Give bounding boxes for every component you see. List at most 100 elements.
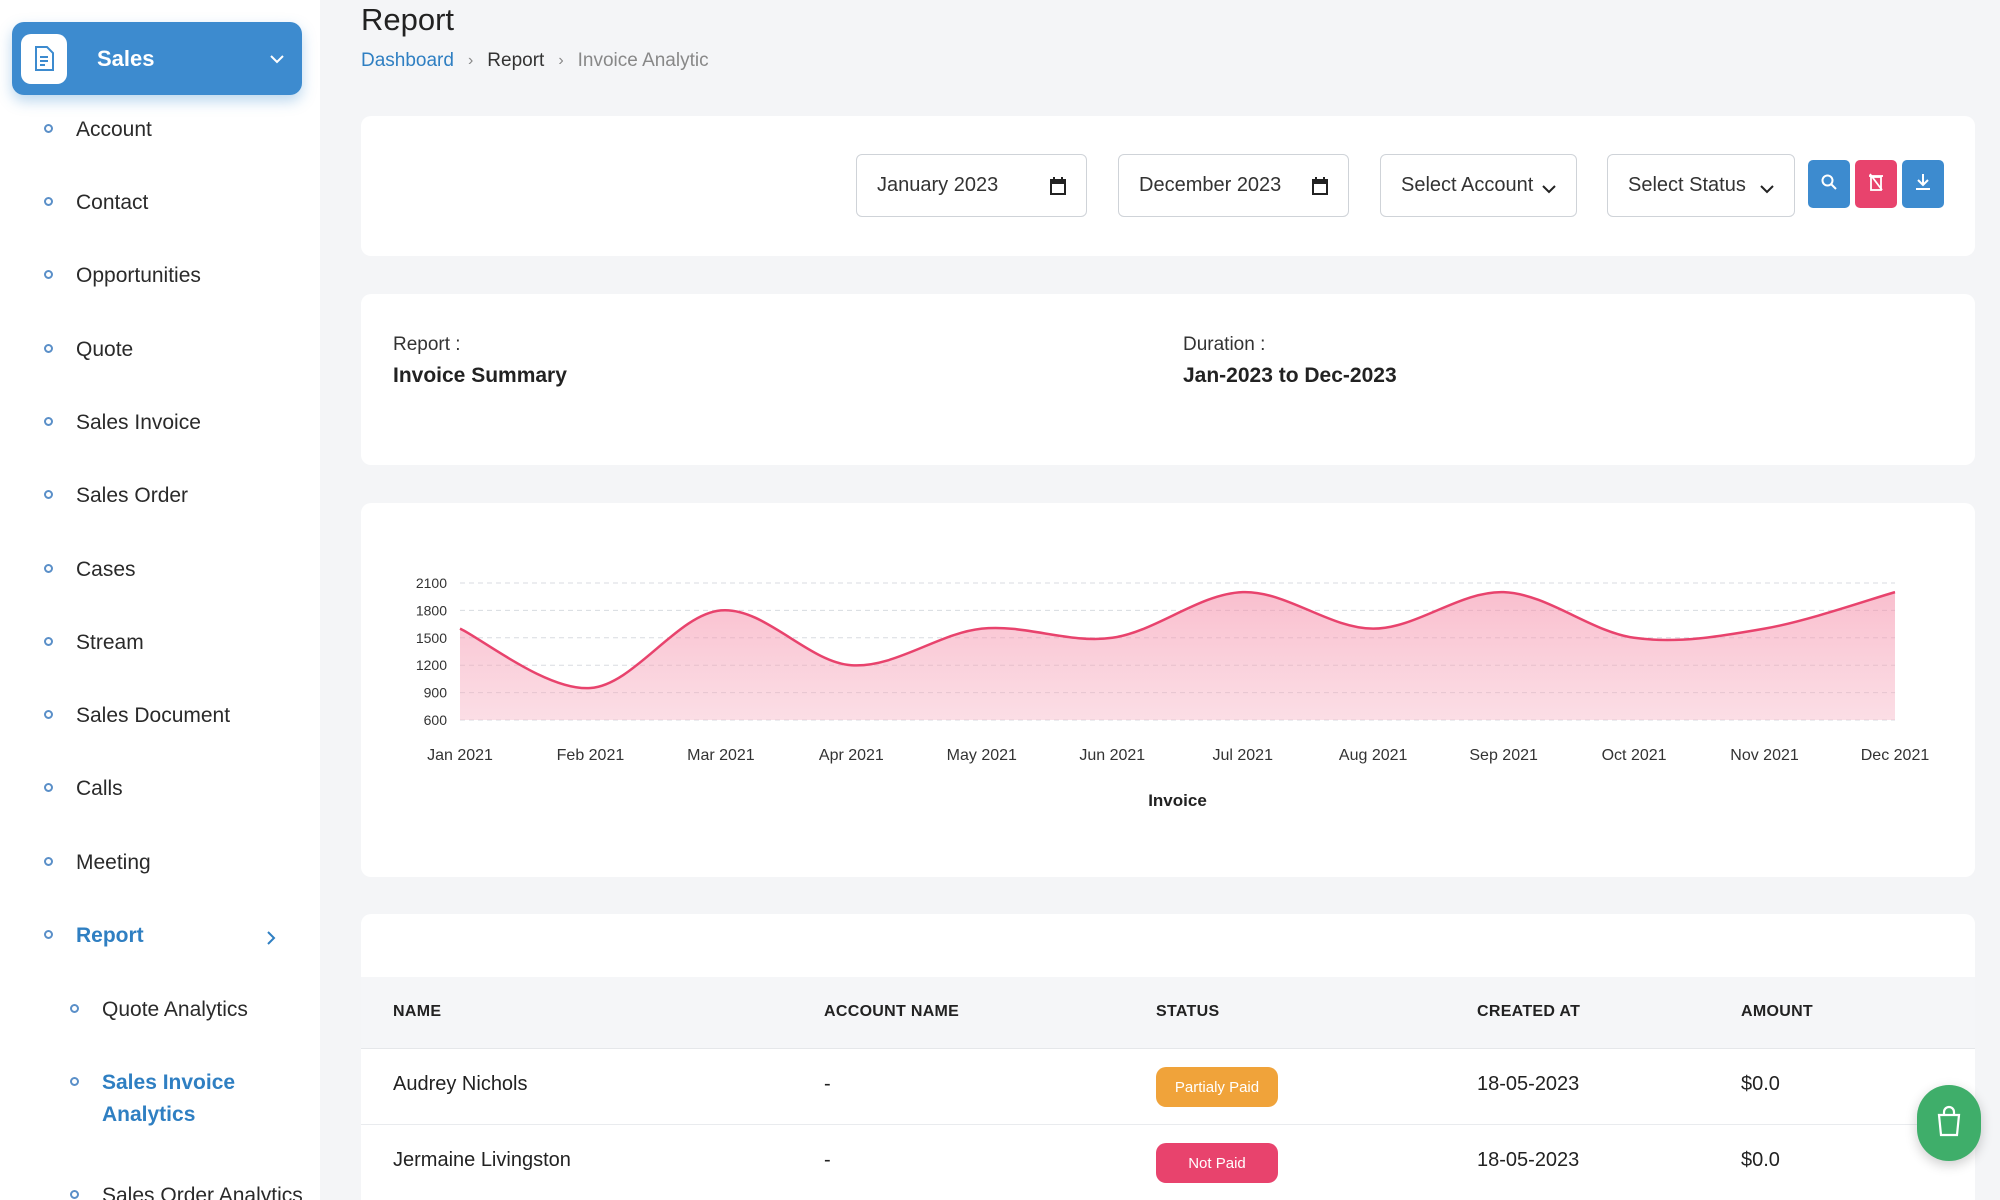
- bullet-icon: [70, 1004, 79, 1013]
- search-button[interactable]: [1808, 160, 1850, 208]
- sidebar-item-label: Quote: [76, 338, 134, 361]
- sidebar-item-label: Sales Invoice: [76, 411, 201, 434]
- table-header: NAME ACCOUNT NAME STATUS CREATED AT AMOU…: [361, 977, 1975, 1049]
- cell-account: -: [824, 1073, 831, 1095]
- x-tick-label: Sep 2021: [1469, 747, 1538, 764]
- sales-module-label: Sales: [97, 45, 155, 71]
- sidebar-item-label: Report: [76, 924, 144, 947]
- sidebar-item-sales-invoice[interactable]: Sales Invoice: [0, 398, 320, 448]
- start-month-input[interactable]: January 2023: [856, 154, 1087, 217]
- sidebar: Sales Account Contact Opportunities Quot…: [0, 0, 320, 1200]
- y-tick-label: 1800: [416, 602, 447, 618]
- search-icon: [1821, 174, 1837, 195]
- breadcrumb-dashboard[interactable]: Dashboard: [361, 50, 454, 71]
- x-tick-label: Jun 2021: [1079, 747, 1145, 764]
- sidebar-subitem-sales-order-analytics[interactable]: Sales Order Analytics: [0, 1180, 320, 1200]
- status-badge: Partialy Paid: [1156, 1067, 1278, 1107]
- sidebar-item-sales-document[interactable]: Sales Document: [0, 691, 320, 741]
- sidebar-item-calls[interactable]: Calls: [0, 764, 320, 814]
- sidebar-subitem-sales-invoice-analytics[interactable]: Sales Invoice Analytics: [0, 1067, 320, 1137]
- sidebar-subitem-label: Sales Invoice Analytics: [102, 1071, 236, 1126]
- bullet-icon: [70, 1190, 79, 1199]
- series-line: [459, 590, 1896, 690]
- sidebar-item-label: Opportunities: [76, 264, 201, 287]
- sidebar-item-label: Sales Order: [76, 484, 189, 507]
- sidebar-item-stream[interactable]: Stream: [0, 618, 320, 668]
- y-tick-label: 1200: [416, 657, 447, 673]
- bullet-icon: [44, 270, 53, 279]
- chevron-right-icon: ›: [558, 52, 564, 69]
- end-month-input[interactable]: December 2023: [1118, 154, 1349, 217]
- cell-name: Audrey Nichols: [393, 1073, 528, 1095]
- sidebar-item-contact[interactable]: Contact: [0, 178, 320, 228]
- cell-account: -: [824, 1149, 831, 1171]
- shopping-bag-icon: [1936, 1105, 1962, 1142]
- sidebar-item-label: Contact: [76, 191, 149, 214]
- cell-amount: $0.0: [1741, 1073, 1780, 1095]
- bullet-icon: [44, 124, 53, 133]
- cart-button[interactable]: [1917, 1085, 1981, 1161]
- sidebar-subitem-quote-analytics[interactable]: Quote Analytics: [0, 994, 320, 1034]
- clear-filter-button[interactable]: [1855, 160, 1897, 208]
- bullet-icon: [70, 1077, 79, 1086]
- sidebar-item-label: Calls: [76, 777, 123, 800]
- y-tick-label: 2100: [416, 575, 447, 591]
- column-header-name[interactable]: NAME: [393, 1003, 442, 1020]
- chevron-right-icon: ›: [467, 52, 474, 69]
- y-tick-label: 600: [424, 712, 448, 728]
- column-header-status[interactable]: STATUS: [1156, 1003, 1220, 1020]
- chevron-down-icon: [1760, 177, 1774, 200]
- duration-label: Duration :: [1183, 334, 1266, 355]
- column-header-account[interactable]: ACCOUNT NAME: [824, 1003, 960, 1020]
- cell-created: 18-05-2023: [1477, 1149, 1580, 1171]
- document-icon: [21, 33, 67, 84]
- bullet-icon: [44, 417, 53, 426]
- report-value: Invoice Summary: [393, 364, 567, 387]
- bullet-icon: [44, 710, 53, 719]
- sidebar-item-quote[interactable]: Quote: [0, 325, 320, 375]
- sidebar-item-label: Sales Document: [76, 704, 231, 727]
- x-tick-label: Feb 2021: [557, 747, 625, 764]
- chevron-down-icon: [1542, 177, 1556, 200]
- download-button[interactable]: [1902, 160, 1944, 208]
- account-select[interactable]: Select Account: [1380, 154, 1577, 217]
- sales-module-toggle[interactable]: Sales: [12, 22, 302, 95]
- column-header-created[interactable]: CREATED AT: [1477, 1003, 1581, 1020]
- summary-card: Report : Invoice Summary Duration : Jan-…: [361, 294, 1975, 465]
- cell-name: Jermaine Livingston: [393, 1149, 571, 1171]
- x-tick-label: Aug 2021: [1339, 747, 1408, 764]
- status-select-value: Select Status: [1628, 174, 1746, 196]
- sidebar-item-meeting[interactable]: Meeting: [0, 838, 320, 888]
- sidebar-item-opportunities[interactable]: Opportunities: [0, 251, 320, 301]
- y-tick-label: 900: [424, 685, 448, 701]
- sidebar-subitem-label: Sales Order Analytics: [102, 1184, 303, 1200]
- cell-created: 18-05-2023: [1477, 1073, 1580, 1095]
- sidebar-item-label: Account: [76, 118, 152, 141]
- x-tick-label: Apr 2021: [819, 747, 884, 764]
- table-card: NAME ACCOUNT NAME STATUS CREATED AT AMOU…: [361, 914, 1975, 1200]
- chart-card: 600 900 1200 1500 1800 2100 Jan 2021 Feb 2021 Ma…: [361, 503, 1975, 877]
- sidebar-item-cases[interactable]: Cases: [0, 545, 320, 595]
- table-row[interactable]: Jermaine Livingston - Not Paid 18-05-202…: [361, 1125, 1975, 1200]
- sidebar-item-label: Stream: [76, 631, 144, 654]
- calendar-icon: [1312, 176, 1328, 201]
- status-select[interactable]: Select Status: [1607, 154, 1795, 217]
- series-area: [460, 592, 1895, 720]
- filter-card: January 2023 December 2023 Select Accoun…: [361, 116, 1975, 256]
- breadcrumb-report[interactable]: Report: [487, 50, 545, 71]
- sidebar-subitem-label: Quote Analytics: [102, 998, 248, 1021]
- sidebar-item-account[interactable]: Account: [0, 105, 320, 155]
- sidebar-item-sales-order[interactable]: Sales Order: [0, 471, 320, 521]
- x-tick-label: Nov 2021: [1730, 747, 1799, 764]
- table-row[interactable]: Audrey Nichols - Partialy Paid 18-05-202…: [361, 1049, 1975, 1125]
- x-axis-label: Invoice: [1148, 791, 1207, 810]
- bullet-icon: [44, 783, 53, 792]
- x-tick-label: Jan 2021: [427, 747, 493, 764]
- bullet-icon: [44, 490, 53, 499]
- breadcrumb: Dashboard › Report › Invoice Analytic: [361, 50, 709, 72]
- sidebar-item-report[interactable]: Report: [0, 911, 320, 961]
- breadcrumb-current: Invoice Analytic: [577, 50, 709, 71]
- end-month-value: December 2023: [1139, 174, 1282, 196]
- sidebar-item-label: Cases: [76, 558, 136, 581]
- column-header-amount[interactable]: AMOUNT: [1741, 1003, 1814, 1020]
